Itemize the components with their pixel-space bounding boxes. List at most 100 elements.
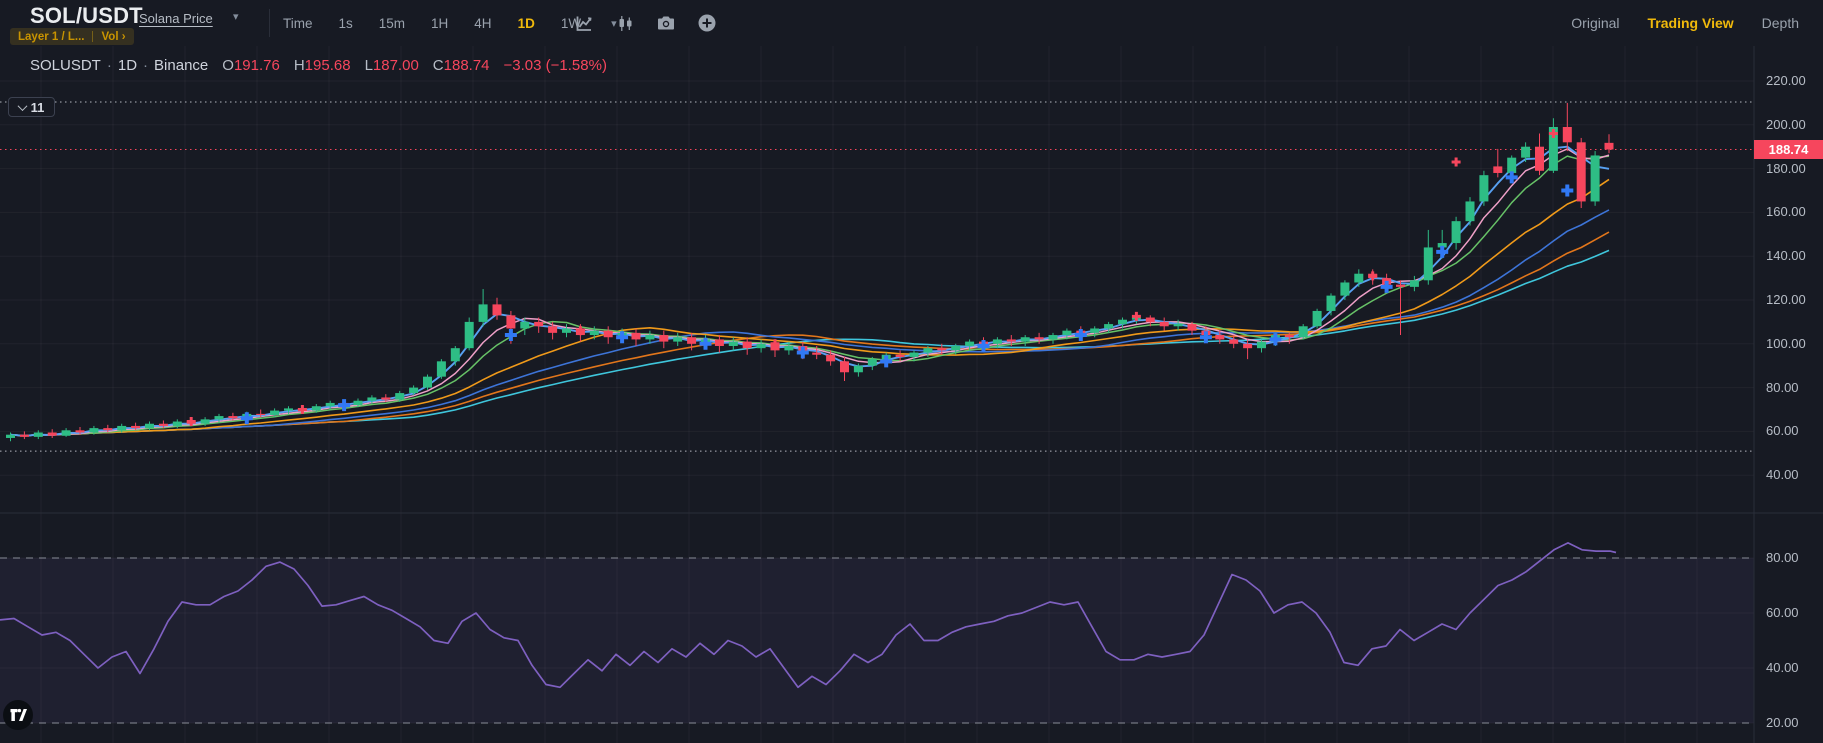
rsi-axis-label-80.00: 80.00 — [1766, 550, 1799, 565]
timeframe-1w[interactable]: 1W — [560, 15, 582, 31]
buy-marker — [1561, 184, 1574, 197]
candle — [1423, 229, 1433, 285]
candle — [1034, 332, 1044, 344]
candle — [687, 332, 697, 351]
ma-14-line — [10, 178, 1610, 437]
candle — [61, 428, 71, 437]
candle — [1493, 148, 1503, 178]
candle — [103, 424, 113, 433]
ma-25-line — [10, 231, 1610, 437]
candle — [158, 420, 168, 429]
candle — [659, 330, 669, 349]
buy-marker — [1436, 245, 1449, 258]
candle — [812, 345, 822, 360]
candle — [214, 413, 224, 423]
timeframe-dropdown-caret-icon[interactable]: ▾ — [611, 17, 617, 30]
candle — [1006, 335, 1016, 346]
view-tab-depth[interactable]: Depth — [1761, 15, 1799, 31]
tradingview-logo[interactable] — [3, 700, 33, 730]
candle — [270, 408, 280, 418]
chart-legend[interactable]: SOLUSDT · 1D · Binance O191.76 H195.68 L… — [30, 57, 607, 74]
candlestick-series — [6, 102, 1614, 442]
candle — [965, 339, 975, 351]
candle — [534, 317, 544, 333]
candle — [1257, 339, 1266, 353]
candle — [645, 330, 655, 344]
ma-5-line — [10, 148, 1610, 437]
timeframe-4h[interactable]: 4H — [474, 15, 492, 31]
category-badge[interactable]: Layer 1 / L... — [18, 30, 85, 43]
candle — [19, 431, 29, 440]
legend-open: O191.76 — [222, 57, 280, 74]
timeframe-15m[interactable]: 15m — [378, 15, 406, 31]
price-axis-label-40.00: 40.00 — [1766, 467, 1799, 483]
symbol-dropdown-caret-icon[interactable]: ▾ — [233, 11, 239, 23]
timeframe-bar: Time 1s 15m 1H 4H 1D 1W ▾ — [283, 0, 617, 46]
candle — [145, 421, 154, 431]
rsi-axis-label-60.00: 60.00 — [1766, 605, 1799, 620]
ma-20-line — [10, 209, 1610, 437]
indicators-collapse-button[interactable]: 11 — [8, 97, 55, 117]
candle — [742, 337, 752, 355]
candle — [6, 432, 15, 442]
sell-marker — [840, 361, 849, 371]
volume-badge[interactable]: Vol › — [101, 30, 126, 43]
sell-marker — [186, 417, 196, 427]
legend-low: L187.00 — [364, 57, 419, 74]
candle — [1298, 324, 1308, 340]
candle — [562, 324, 571, 338]
candle — [228, 412, 238, 421]
candle — [867, 356, 877, 371]
candle — [1548, 118, 1558, 173]
buy-marker — [1380, 280, 1393, 293]
buy-marker — [880, 355, 893, 368]
price-axis-label-60.00: 60.00 — [1766, 423, 1799, 439]
view-tab-trading-view[interactable]: Trading View — [1647, 15, 1734, 31]
price-axis-label-200.00: 200.00 — [1766, 116, 1806, 132]
candlestick-icon[interactable] — [615, 13, 635, 33]
timeframe-time[interactable]: Time — [283, 15, 313, 31]
rsi-band — [0, 558, 1754, 723]
candle — [1215, 330, 1225, 344]
candle — [381, 394, 391, 402]
sell-marker — [297, 405, 307, 414]
timeframe-1d[interactable]: 1D — [517, 15, 535, 31]
plus-circle-icon[interactable] — [697, 13, 717, 33]
candle — [826, 350, 836, 366]
candle — [1465, 197, 1475, 226]
candle — [548, 321, 558, 340]
price-axis-label-220.00: 220.00 — [1766, 73, 1806, 88]
candle — [1312, 308, 1322, 329]
view-tab-original[interactable]: Original — [1571, 15, 1620, 31]
timeframe-1h[interactable]: 1H — [431, 15, 449, 31]
timeframe-1s[interactable]: 1s — [338, 15, 353, 31]
chart-tools — [574, 0, 717, 46]
buy-marker — [796, 346, 809, 359]
candle — [33, 430, 43, 440]
candle — [1159, 317, 1169, 331]
candle — [784, 341, 794, 355]
symbol-subtitle-link[interactable]: Solana Price — [139, 11, 213, 26]
candle — [423, 374, 432, 390]
candle — [1535, 133, 1544, 176]
candle — [728, 337, 738, 351]
candle — [117, 423, 127, 433]
chevron-down-icon — [17, 100, 28, 111]
camera-icon[interactable] — [656, 13, 676, 33]
candle — [75, 427, 85, 435]
candle — [1562, 102, 1572, 152]
candle — [1090, 326, 1100, 338]
candle — [200, 417, 210, 426]
sell-marker — [575, 326, 585, 336]
line-chart-icon[interactable] — [574, 13, 594, 33]
candle — [520, 317, 530, 336]
buy-marker — [240, 412, 253, 425]
candle — [409, 385, 419, 396]
candle — [1048, 332, 1058, 344]
candle — [47, 429, 57, 438]
sell-marker — [770, 339, 780, 349]
symbol-title: SOL/USDT — [30, 3, 143, 28]
candle — [1104, 321, 1114, 333]
sell-marker — [492, 306, 502, 316]
